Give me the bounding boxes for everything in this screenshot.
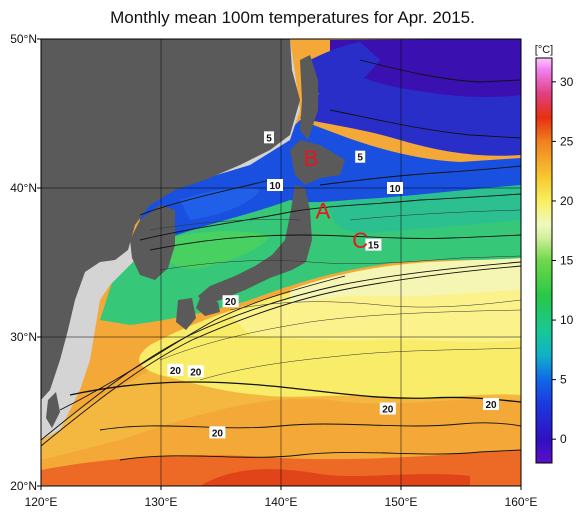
lat-tick-label: 40°N: [10, 181, 37, 195]
contour-label-bg: [264, 131, 274, 144]
map-title: Monthly mean 100m temperatures for Apr. …: [110, 8, 475, 27]
point-marker-a: A: [316, 198, 331, 223]
lon-tick-label: 120°E: [25, 495, 58, 509]
colorbar-tick-label: 25: [560, 134, 574, 148]
contour-label-bg: [167, 363, 184, 376]
longitude-ticks: 120°E 130°E 140°E 150°E 160°E: [25, 486, 538, 509]
contour-label: 5: [266, 133, 272, 144]
contour-label: 10: [269, 181, 281, 192]
colorbar-tick-label: 30: [560, 75, 574, 89]
contour-label: 15: [368, 241, 380, 252]
colorbar: [°C] 0 5 10 15 20 25 30: [535, 44, 574, 464]
point-marker-c: C: [352, 228, 368, 253]
contour-label-bg: [267, 179, 283, 192]
colorbar-tick-label: 10: [560, 313, 574, 327]
colorbar-gradient: [535, 57, 553, 464]
contour-label-bg: [387, 182, 403, 194]
colorbar-ticks: 0 5 10 15 20 25 30: [552, 75, 574, 446]
point-markers: A B C: [304, 146, 369, 253]
lon-tick-label: 140°E: [265, 495, 298, 509]
latitude-ticks: 20°N 30°N 40°N 50°N: [10, 32, 41, 493]
contour-labels: 5 5 10 10 15 20 20 20 20 20 20: [167, 131, 499, 439]
lat-tick-label: 50°N: [10, 32, 37, 46]
contour-label: 20: [382, 405, 394, 416]
contour-label-bg: [483, 398, 499, 411]
lon-tick-label: 160°E: [505, 495, 538, 509]
lon-tick-label: 150°E: [385, 495, 418, 509]
contour-label-bg: [365, 238, 382, 251]
lon-tick-label: 130°E: [145, 495, 178, 509]
contour-label-bg: [222, 295, 239, 308]
contour-label-bg: [355, 150, 366, 163]
lat-tick-label: 20°N: [10, 479, 37, 493]
colorbar-tick-label: 15: [560, 254, 574, 268]
colorbar-tick-label: 0: [560, 432, 567, 446]
contour-label: 10: [389, 184, 401, 195]
colorbar-tick-label: 20: [560, 194, 574, 208]
point-marker-b: B: [304, 146, 319, 171]
contour-label: 20: [190, 367, 202, 378]
contour-label: 5: [357, 153, 363, 164]
contour-label-bg: [187, 365, 204, 378]
colorbar-unit: [°C]: [535, 44, 553, 56]
colorbar-tick-label: 5: [560, 373, 567, 387]
contour-label: 20: [212, 428, 224, 439]
contour-label: 20: [485, 400, 497, 411]
contour-label: 20: [170, 366, 182, 377]
lat-tick-label: 30°N: [10, 330, 37, 344]
contour-label-bg: [379, 402, 396, 415]
contour-label: 20: [225, 297, 237, 308]
contour-label-bg: [209, 426, 226, 439]
